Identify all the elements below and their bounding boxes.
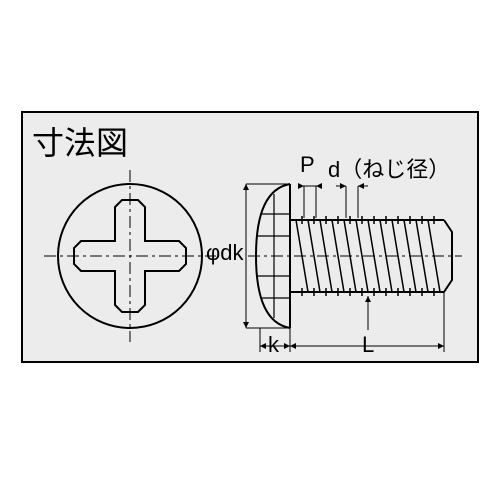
label-d: d（ねじ径）: [328, 152, 450, 184]
diagram-svg: [0, 0, 500, 500]
diagram-title: 寸法図: [32, 118, 128, 164]
canvas: 寸法図 φdk k L P d（ねじ径）: [0, 0, 500, 500]
label-phidk: φdk: [206, 240, 244, 266]
label-L: L: [362, 332, 374, 358]
label-k: k: [268, 332, 279, 358]
label-P: P: [300, 152, 315, 178]
